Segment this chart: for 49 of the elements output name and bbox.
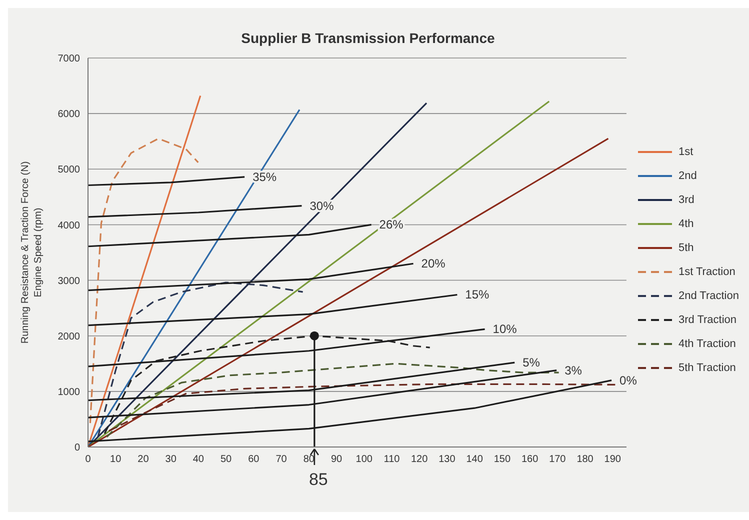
x-tick-label: 50 <box>220 454 232 466</box>
annotation: 20% <box>421 256 446 271</box>
legend-label: 1st Traction <box>678 266 736 278</box>
x-tick-label: 60 <box>248 454 260 466</box>
y-axis-title: Running Resistance & Traction Force (N) Engine Speed (rpm) <box>20 161 44 344</box>
annotation: 0% <box>620 373 638 388</box>
legend-label: 5th <box>678 242 694 254</box>
chart-title: Supplier B Transmission Performance <box>240 30 496 46</box>
y-tick-label: 5000 <box>58 164 80 176</box>
legend-label: 5th Traction <box>678 362 736 374</box>
y-tick-label: 4000 <box>58 220 80 232</box>
legend-label: 4th Traction <box>678 338 736 350</box>
x-tick-label: 130 <box>438 454 456 466</box>
x-tick-label: 10 <box>110 454 122 466</box>
x-tick-label: 150 <box>494 454 511 466</box>
x-tick-label: 110 <box>384 454 400 466</box>
annotation: 5% <box>522 356 540 370</box>
annotation: 15% <box>465 288 490 302</box>
legend-label: 4th <box>678 218 694 230</box>
x-tick-label: 40 <box>192 454 204 466</box>
legend-label: 3rd Traction <box>678 314 737 326</box>
x-tick-label: 160 <box>521 454 539 466</box>
line-series <box>89 138 199 424</box>
y-tick-label: 6000 <box>58 109 80 120</box>
x-tick-label: 170 <box>549 454 566 466</box>
y-tick-label: 3000 <box>58 276 80 287</box>
x-tick-label: 120 <box>411 454 428 466</box>
legend-label: 3rd <box>678 194 694 206</box>
annotation: 85 <box>308 470 328 489</box>
x-tick-label: 80 <box>303 454 315 466</box>
line-series <box>97 282 304 438</box>
y-tick-label: 2000 <box>58 331 80 342</box>
x-tick-label: 190 <box>604 454 622 466</box>
annotation: 3% <box>564 364 582 378</box>
y-tick-label: 0 <box>74 442 80 454</box>
legend-label: 2nd <box>678 170 697 182</box>
x-tick-label: 140 <box>466 454 484 466</box>
x-tick-label: 90 <box>330 454 343 466</box>
x-tick-label: 20 <box>138 454 150 466</box>
x-tick-label: 30 <box>165 454 177 466</box>
x-tick-label: 0 <box>85 454 92 466</box>
legend-label: 1st <box>678 146 694 158</box>
x-tick-label: 70 <box>276 454 288 466</box>
annotation: 10% <box>492 322 518 336</box>
x-tick-label: 100 <box>356 454 373 466</box>
y-tick-label: 7000 <box>58 54 80 65</box>
y-tick-label: 1000 <box>58 386 80 398</box>
x-tick-label: 180 <box>576 454 594 466</box>
legend-label: 2nd Traction <box>678 290 739 302</box>
